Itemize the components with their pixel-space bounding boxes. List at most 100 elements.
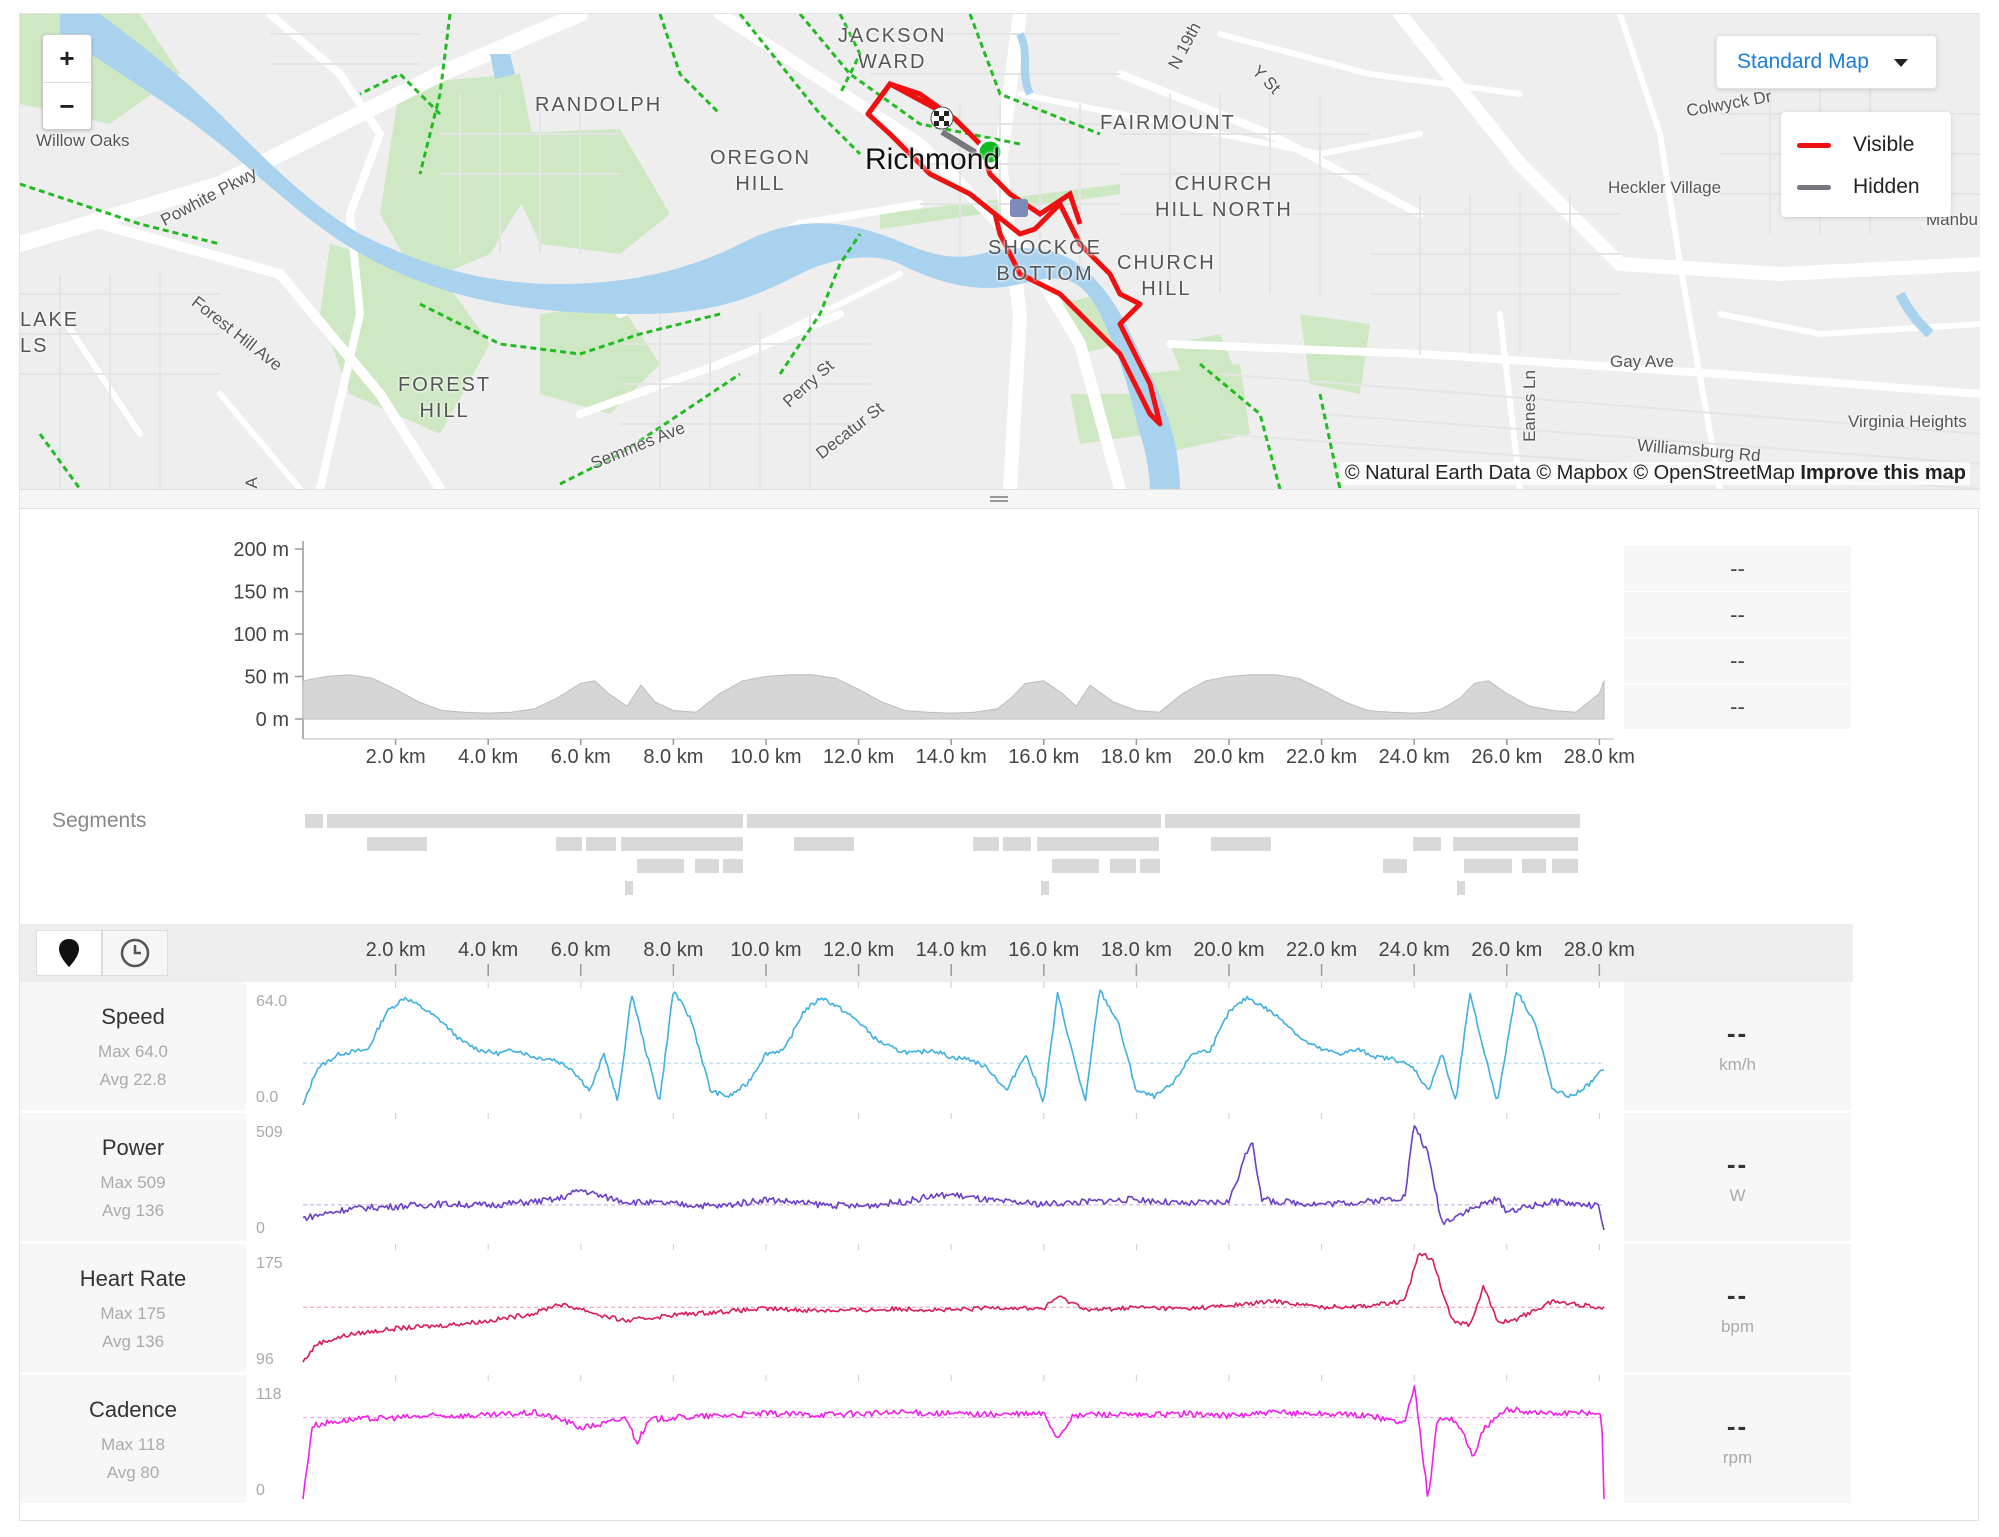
stream-chart[interactable]: 64.0 0.0 [246, 982, 1624, 1110]
elevation-side-value: -- [1624, 684, 1851, 730]
segment-bar [1003, 837, 1031, 851]
distance-tick-label: 12.0 km [823, 939, 894, 961]
stream-y-max: 175 [256, 1255, 283, 1272]
stream-avg: Avg 22.8 [99, 1070, 167, 1089]
stream-y-max: 64.0 [256, 993, 287, 1010]
map-label-virginia-heights: Virginia Heights [1848, 412, 1967, 431]
stream-y-min: 0 [256, 1220, 265, 1237]
elevation-x-tick: 4.0 km [458, 746, 518, 768]
stream-line[interactable] [302, 989, 1605, 1106]
segment-bar [794, 837, 854, 851]
elevation-x-tick: 22.0 km [1286, 746, 1357, 768]
distance-tick-label: 4.0 km [458, 939, 518, 961]
elevation-x-tick: 26.0 km [1471, 746, 1542, 768]
map-label-church-hill-north: CHURCH HILL NORTH [1155, 173, 1293, 221]
segment-bar [1464, 859, 1512, 873]
stream-line[interactable] [302, 1385, 1605, 1500]
stream-line[interactable] [302, 1252, 1605, 1363]
route-map[interactable]: JACKSON WARD RANDOLPH OREGON HILL Richmo… [20, 14, 1980, 489]
caret-down-icon [1894, 59, 1908, 67]
map-label-gay: Gay Ave [1610, 352, 1674, 371]
resize-handle[interactable] [20, 489, 1980, 509]
stream-current-value: -- km/h [1624, 982, 1851, 1110]
segment-bar [747, 814, 1161, 828]
elevation-y-tick: 150 m [233, 582, 289, 604]
stream-value: -- [1726, 1411, 1749, 1441]
improve-map-link[interactable]: Improve this map [1800, 462, 1966, 484]
segments-bars[interactable] [20, 814, 1980, 904]
elevation-x-tick: 8.0 km [643, 746, 703, 768]
stream-avg: Avg 136 [101, 1201, 165, 1220]
elevation-side-value: -- [1624, 546, 1851, 592]
map-label-pa: y A [241, 477, 261, 489]
stream-chart[interactable]: 118 0 [246, 1375, 1624, 1503]
distance-tick-label: 18.0 km [1101, 939, 1172, 961]
stream-name: Cadence [88, 1397, 178, 1422]
stream-label: Heart Rate Max 175 Avg 136 [20, 1244, 246, 1372]
stream-max: Max 175 [100, 1304, 166, 1323]
stream-name: Power [101, 1135, 165, 1160]
segment-bar [637, 859, 684, 873]
elevation-y-tick: 0 m [256, 709, 289, 731]
distance-axis-button[interactable] [36, 930, 102, 976]
segment-bar [1110, 859, 1136, 873]
stream-current-value: -- rpm [1624, 1375, 1851, 1503]
segment-bar [556, 837, 582, 851]
route-legend: Visible Hidden [1781, 112, 1951, 217]
time-axis-button[interactable] [102, 930, 168, 976]
legend-item-hidden: Hidden [1797, 166, 1935, 208]
map-type-label: Standard Map [1737, 50, 1869, 73]
segment-bar [305, 814, 323, 828]
distance-axis: 2.0 km 4.0 km 6.0 km 8.0 km 10.0 km 12.0 km 14… [366, 939, 1635, 976]
stream-max: Max 64.0 [98, 1042, 168, 1061]
stream-chart[interactable]: 175 96 [246, 1244, 1624, 1372]
elevation-x-tick: 12.0 km [823, 746, 894, 768]
map-label-shockoe-bottom: SHOCKOE BOTTOM [988, 237, 1103, 285]
map-label-randolph: RANDOLPH [535, 94, 663, 116]
map-label-jackson-ward: JACKSON WARD [838, 25, 947, 73]
stream-avg: Avg 80 [106, 1463, 160, 1482]
zoom-out-button[interactable]: − [59, 91, 75, 121]
drag-handle-icon [990, 496, 1008, 498]
segment-bar [327, 814, 743, 828]
attribution-text: © Natural Earth Data © Mapbox © OpenStre… [1344, 462, 1795, 484]
zoom-in-button[interactable]: + [43, 35, 91, 83]
elevation-side-value: -- [1624, 638, 1851, 684]
stream-chart[interactable]: 509 0 [246, 1113, 1624, 1241]
segment-bar [1383, 859, 1407, 873]
elevation-x-tick: 6.0 km [551, 746, 611, 768]
stream-row-cadence: Cadence Max 118 Avg 80 118 0 -- rpm [20, 1375, 1980, 1505]
map-canvas [20, 14, 1980, 489]
stream-label: Power Max 509 Avg 136 [20, 1113, 246, 1241]
elevation-x-tick: 24.0 km [1379, 746, 1450, 768]
distance-tick-label: 22.0 km [1286, 939, 1357, 961]
segment-bar [1552, 859, 1578, 873]
distance-tick-label: 10.0 km [730, 939, 801, 961]
stream-line[interactable] [302, 1125, 1605, 1231]
legend-item-visible: Visible [1797, 124, 1935, 166]
elevation-x-tick: 18.0 km [1101, 746, 1172, 768]
distance-tick-label: 26.0 km [1471, 939, 1542, 961]
map-type-dropdown[interactable]: Standard Map [1716, 35, 1937, 89]
distance-tick-label: 16.0 km [1008, 939, 1079, 961]
segment-bar [586, 837, 616, 851]
stream-row-power: Power Max 509 Avg 136 509 0 -- W [20, 1113, 1980, 1243]
legend-label: Hidden [1853, 175, 1920, 198]
distance-tick-label: 20.0 km [1193, 939, 1264, 961]
distance-tick-label: 14.0 km [916, 939, 987, 961]
legend-label: Visible [1853, 133, 1915, 156]
distance-tick-label: 8.0 km [643, 939, 703, 961]
map-pin-icon [59, 939, 79, 967]
stream-row-heart-rate: Heart Rate Max 175 Avg 136 175 96 -- bpm [20, 1244, 1980, 1374]
stream-max: Max 118 [101, 1435, 165, 1454]
map-label-lake-ls: LAKE LS [20, 309, 80, 357]
elevation-x-tick: 10.0 km [730, 746, 801, 768]
stream-current-value: -- W [1624, 1113, 1851, 1241]
distance-tick-label: 24.0 km [1379, 939, 1450, 961]
elevation-chart[interactable]: 200 m 150 m 100 m 50 m 0 m 2.0 km 4.0 km 6.0 km… [20, 509, 1980, 809]
segment-bar [1041, 881, 1049, 895]
stream-y-min: 0.0 [256, 1089, 278, 1106]
stream-value: -- [1726, 1280, 1749, 1310]
clock-icon [120, 938, 150, 968]
elevation-area[interactable] [302, 674, 1605, 720]
